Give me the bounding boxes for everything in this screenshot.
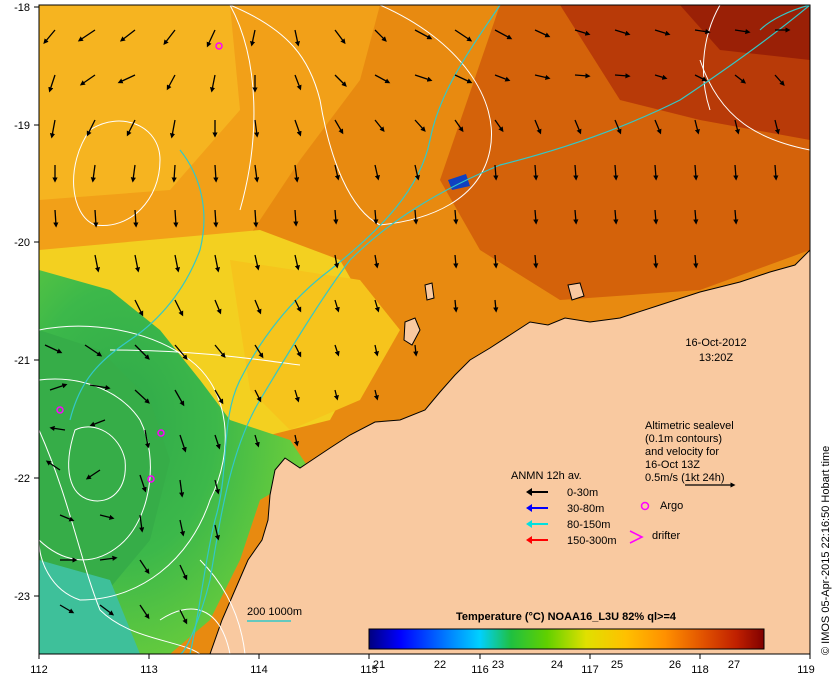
y-tick-label: -18: [14, 2, 30, 14]
annotation-line: 0.5m/s (1kt 24h): [645, 472, 724, 484]
y-tick-label: -21: [14, 355, 30, 367]
colorbar-tick: 24: [551, 659, 563, 671]
x-tick-label: 115: [360, 664, 378, 676]
isobath-legend: 200 1000m: [247, 606, 302, 622]
annotation-line: 16-Oct 13Z: [645, 459, 700, 471]
arrow-icon: [526, 504, 532, 512]
colorbar-tick: 21: [373, 659, 385, 671]
isobaths: [69, 5, 810, 654]
argo-icon: [640, 501, 650, 511]
altimetry-annotation: Altimetric sealevel (0.1m contours) and …: [645, 420, 734, 484]
colorbar-tick: 25: [611, 659, 623, 671]
colorbar-tick: 26: [669, 659, 681, 671]
land-mass: [209, 249, 810, 654]
anmn-legend: ANMN 12h av. 0-30m 30-80m 80-150m 150-30…: [511, 470, 683, 547]
argo-label: Argo: [660, 500, 683, 512]
y-tick-label: -22: [14, 473, 30, 485]
annotation-line: (0.1m contours): [645, 433, 722, 445]
argo-markers: [56, 42, 223, 483]
velocity-arrows: [43, 27, 791, 625]
y-tick-label: -23: [14, 591, 30, 603]
colorbar-tick: 27: [728, 659, 740, 671]
arrow-icon: [526, 536, 532, 544]
drifter-icon: [629, 530, 644, 544]
arrow-icon: [526, 488, 532, 496]
sealevel-contours: [39, 5, 810, 654]
x-tick-label: 116: [471, 664, 489, 676]
axis-ticks: [34, 6, 811, 659]
arrow-icon: [526, 520, 532, 528]
isobath-label: 200 1000m: [247, 606, 302, 618]
annotation-line: Altimetric sealevel: [645, 420, 734, 432]
y-tick-label: -19: [14, 120, 30, 132]
x-axis-labels: 112 113 114 115 116 117 118 119: [30, 664, 815, 676]
island: [567, 282, 585, 301]
plot-frame: [38, 4, 811, 655]
island: [403, 317, 421, 346]
drifter-label: drifter: [652, 530, 680, 542]
legend-item-label: 30-80m: [567, 503, 604, 515]
island: [424, 282, 435, 301]
x-tick-label: 114: [250, 664, 268, 676]
colorbar-tick: 22: [434, 659, 446, 671]
colorbar: Temperature (°C) NOAA16_L3U 82% ql>=4 21…: [368, 611, 765, 671]
legend-title: ANMN 12h av.: [511, 470, 582, 482]
colorbar-tick: 23: [492, 659, 504, 671]
date-label: 16-Oct-2012: [685, 337, 746, 349]
x-tick-label: 112: [30, 664, 48, 676]
colorbar-title: Temperature (°C) NOAA16_L3U 82% ql>=4: [456, 611, 677, 623]
y-tick-label: -20: [14, 237, 30, 249]
x-tick-label: 119: [797, 664, 815, 676]
x-tick-label: 113: [140, 664, 158, 676]
temperature-field: [39, 5, 810, 654]
x-tick-label: 117: [581, 664, 599, 676]
annotation-line: and velocity for: [645, 446, 719, 458]
y-axis-labels: -18 -19 -20 -21 -22 -23: [14, 2, 30, 603]
legend-item-label: 0-30m: [567, 487, 598, 499]
legend-item-label: 150-300m: [567, 535, 617, 547]
time-label: 13:20Z: [699, 352, 734, 364]
credit-text: © IMOS 05-Apr-2015 22:16:50 Hobart time: [820, 446, 832, 655]
x-tick-label: 118: [691, 664, 709, 676]
legend-item-label: 80-150m: [567, 519, 610, 531]
colorbar-gradient: [368, 628, 765, 650]
